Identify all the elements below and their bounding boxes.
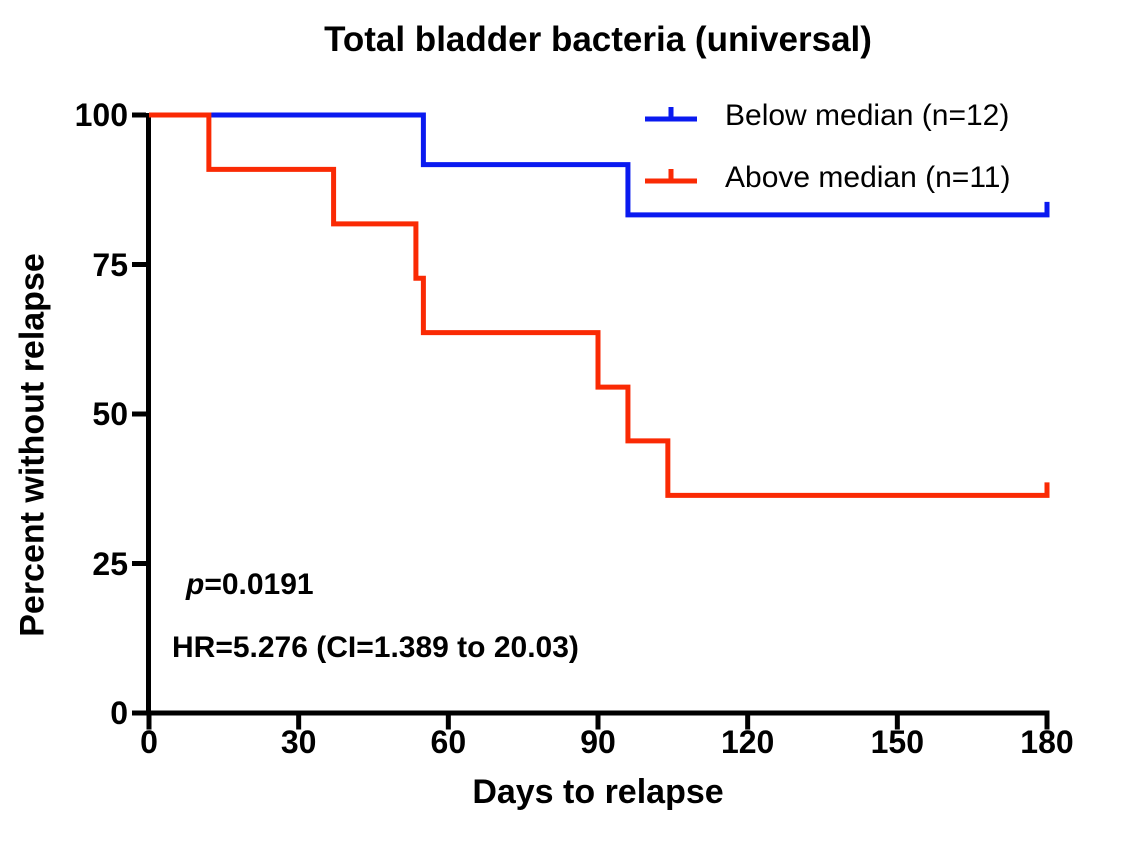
- x-tick-label-120: 120: [720, 724, 775, 760]
- legend: Below median (n=12) Above median (n=11): [643, 96, 1010, 220]
- above_median-curve: [149, 112, 1050, 498]
- x-tick-label-150: 150: [870, 724, 925, 760]
- y-tick-label-0: 0: [110, 695, 128, 731]
- chart-title: Total bladder bacteria (universal): [324, 20, 872, 59]
- legend-label-below-median: Below median (n=12): [725, 99, 1010, 132]
- x-axis-label: Days to relapse: [472, 773, 724, 811]
- p-value-annotation: p=0.0191: [186, 568, 314, 602]
- y-tick-label-25: 25: [92, 545, 128, 582]
- p-symbol: p: [186, 568, 205, 601]
- hazard-ratio-annotation: HR=5.276 (CI=1.389 to 20.03): [172, 631, 579, 664]
- legend-item-above-median: Above median (n=11): [643, 158, 1010, 198]
- p-value: =0.0191: [204, 568, 314, 601]
- x-tick-label-60: 60: [430, 724, 467, 760]
- legend-item-below-median: Below median (n=12): [643, 96, 1010, 136]
- x-tick-label-90: 90: [580, 724, 616, 760]
- x-tick-label-0: 0: [140, 724, 158, 760]
- above-median-line-marker: [645, 169, 697, 184]
- x-tick-label-30: 30: [280, 724, 317, 760]
- y-tick-label-100: 100: [74, 97, 128, 133]
- legend-label-above-median: Above median (n=11): [725, 161, 1011, 194]
- y-tick-label-50: 50: [92, 396, 128, 432]
- below-median-line-marker: [645, 107, 697, 122]
- below_median-curve: [149, 112, 1050, 218]
- y-tick-label-75: 75: [92, 246, 128, 283]
- x-tick-label-180: 180: [1020, 724, 1074, 760]
